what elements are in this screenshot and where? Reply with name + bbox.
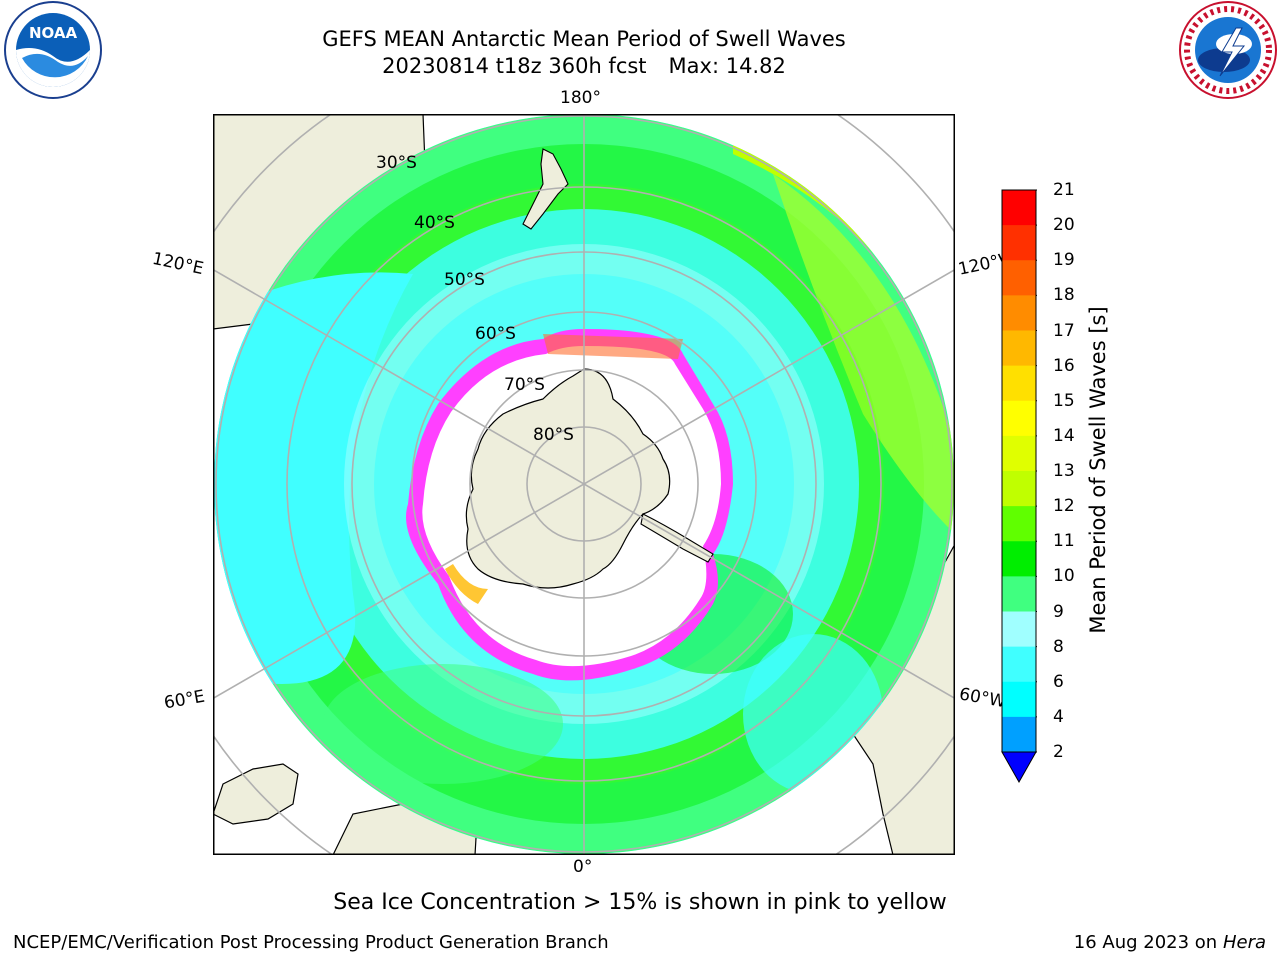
colorbar-tick-label: 10 xyxy=(1053,566,1075,587)
antarctica-land xyxy=(465,368,671,589)
svg-text:NOAA: NOAA xyxy=(29,24,78,42)
colorbar-segment xyxy=(1002,260,1036,296)
lat-label-80s: 80°S xyxy=(533,425,574,445)
max-value: Max: 14.82 xyxy=(668,54,786,78)
colorbar-segment xyxy=(1002,435,1036,472)
colorbar-extend-triangle xyxy=(1001,751,1037,784)
colorbar xyxy=(1001,189,1037,784)
colorbar-segment xyxy=(1002,506,1036,542)
footer-date-text: 16 Aug 2023 on xyxy=(1073,932,1218,953)
lat-label-50s: 50°S xyxy=(444,270,485,290)
polar-map xyxy=(213,114,955,855)
colorbar-tick-label: 21 xyxy=(1053,180,1075,200)
lon-label-180: 180° xyxy=(560,88,601,108)
lat-label-60s: 60°S xyxy=(475,324,516,344)
colorbar-tick-label: 13 xyxy=(1053,461,1075,481)
lon-label-0: 0° xyxy=(573,857,593,877)
lat-label-30s: 30°S xyxy=(376,153,417,173)
lon-label-60w: 60°W xyxy=(957,684,1005,712)
colorbar-tick-label: 12 xyxy=(1053,496,1075,517)
lon-label-120e: 120°E xyxy=(150,248,206,280)
sea-ice-note: Sea Ice Concentration > 15% is shown in … xyxy=(333,890,947,915)
national-weather-service-logo xyxy=(1179,1,1277,99)
graticule xyxy=(213,114,955,855)
colorbar-tick-label: 14 xyxy=(1053,425,1075,446)
colorbar-segment xyxy=(1002,576,1036,612)
colorbar-tick-label: 2 xyxy=(1053,742,1064,762)
colorbar-tick-label: 16 xyxy=(1053,355,1075,376)
colorbar-segment xyxy=(1002,225,1036,261)
run-info: 20230814 t18z 360h fcst xyxy=(382,54,647,78)
chart-subtitle: 20230814 t18z 360h fcst Max: 14.82 xyxy=(184,53,984,80)
colorbar-segment xyxy=(1002,190,1036,226)
lat-label-70s: 70°S xyxy=(504,375,545,395)
colorbar-segment xyxy=(1002,330,1036,367)
colorbar-segment xyxy=(1002,716,1036,753)
colorbar-tick-label: 6 xyxy=(1053,671,1064,692)
colorbar-tick-label: 9 xyxy=(1053,601,1064,622)
colorbar-tick-label: 11 xyxy=(1053,531,1075,552)
colorbar-segment xyxy=(1002,611,1036,648)
colorbar-tick-label: 19 xyxy=(1053,250,1075,271)
colorbar-segment xyxy=(1002,471,1036,507)
colorbar-segment xyxy=(1002,681,1036,718)
colorbar-tick-label: 18 xyxy=(1053,285,1075,306)
footer-credit: NCEP/EMC/Verification Post Processing Pr… xyxy=(13,932,609,953)
lat-label-40s: 40°S xyxy=(414,213,455,233)
lon-label-60e: 60°E xyxy=(162,686,207,714)
colorbar-tick-label: 17 xyxy=(1053,320,1075,341)
noaa-logo: NOAA xyxy=(4,1,102,99)
colorbar-tick-label: 20 xyxy=(1053,215,1075,236)
colorbar-segment xyxy=(1002,400,1036,437)
colorbar-tick-label: 15 xyxy=(1053,390,1075,411)
footer-host: Hera xyxy=(1222,932,1266,953)
colorbar-segment xyxy=(1002,295,1036,331)
colorbar-tick-label: 4 xyxy=(1053,706,1064,727)
colorbar-segment xyxy=(1002,646,1036,683)
colorbar-label: Mean Period of Swell Waves [s] xyxy=(1086,306,1110,634)
footer-date: 16 Aug 2023 on Hera xyxy=(1074,932,1266,953)
colorbar-tick-label: 8 xyxy=(1053,636,1064,657)
colorbar-segment xyxy=(1002,365,1036,402)
colorbar-segment xyxy=(1002,541,1036,577)
chart-title: GEFS MEAN Antarctic Mean Period of Swell… xyxy=(322,27,846,51)
